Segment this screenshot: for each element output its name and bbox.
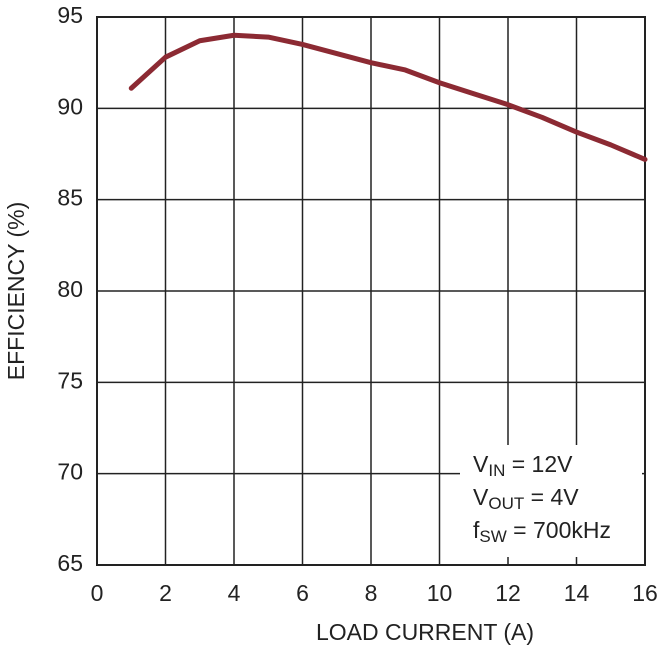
x-tick-label: 14 xyxy=(564,580,590,606)
annotation-rest: = 700kHz xyxy=(507,517,611,543)
y-tick-label: 80 xyxy=(57,276,83,302)
annotation-sub: SW xyxy=(479,527,506,546)
annotation-rest: = 12V xyxy=(505,451,573,477)
annotation-main: f xyxy=(473,517,480,543)
data-line xyxy=(128,32,648,162)
y-axis-label: EFFICIENCY (%) xyxy=(3,202,29,380)
x-tick-label: 6 xyxy=(296,580,309,606)
annotation-sub: IN xyxy=(488,461,505,480)
annotation-sub: OUT xyxy=(488,494,524,513)
y-tick-label: 70 xyxy=(57,459,83,485)
annotation: fSW = 700kHz xyxy=(473,517,611,546)
x-tick-label: 8 xyxy=(365,580,378,606)
x-tick-label: 16 xyxy=(632,580,658,606)
annotation: VOUT = 4V xyxy=(473,484,579,513)
x-tick-label: 10 xyxy=(427,580,453,606)
y-tick-label: 65 xyxy=(57,550,83,576)
x-tick-label: 0 xyxy=(91,580,104,606)
annotation-main: V xyxy=(473,484,489,510)
x-tick-label: 2 xyxy=(159,580,172,606)
annotation: VIN = 12V xyxy=(473,451,573,480)
plot-frame xyxy=(96,16,646,566)
y-tick-label: 90 xyxy=(57,93,83,119)
x-tick-label: 4 xyxy=(228,580,241,606)
annotation-box xyxy=(460,445,642,557)
annotation-rest: = 4V xyxy=(524,484,579,510)
x-axis-label: LOAD CURRENT (A) xyxy=(316,619,534,645)
y-tick-label: 85 xyxy=(57,185,83,211)
y-tick-label: 95 xyxy=(57,2,83,28)
annotation-main: V xyxy=(473,451,489,477)
y-tick-label: 75 xyxy=(57,367,83,393)
x-tick-label: 12 xyxy=(495,580,521,606)
